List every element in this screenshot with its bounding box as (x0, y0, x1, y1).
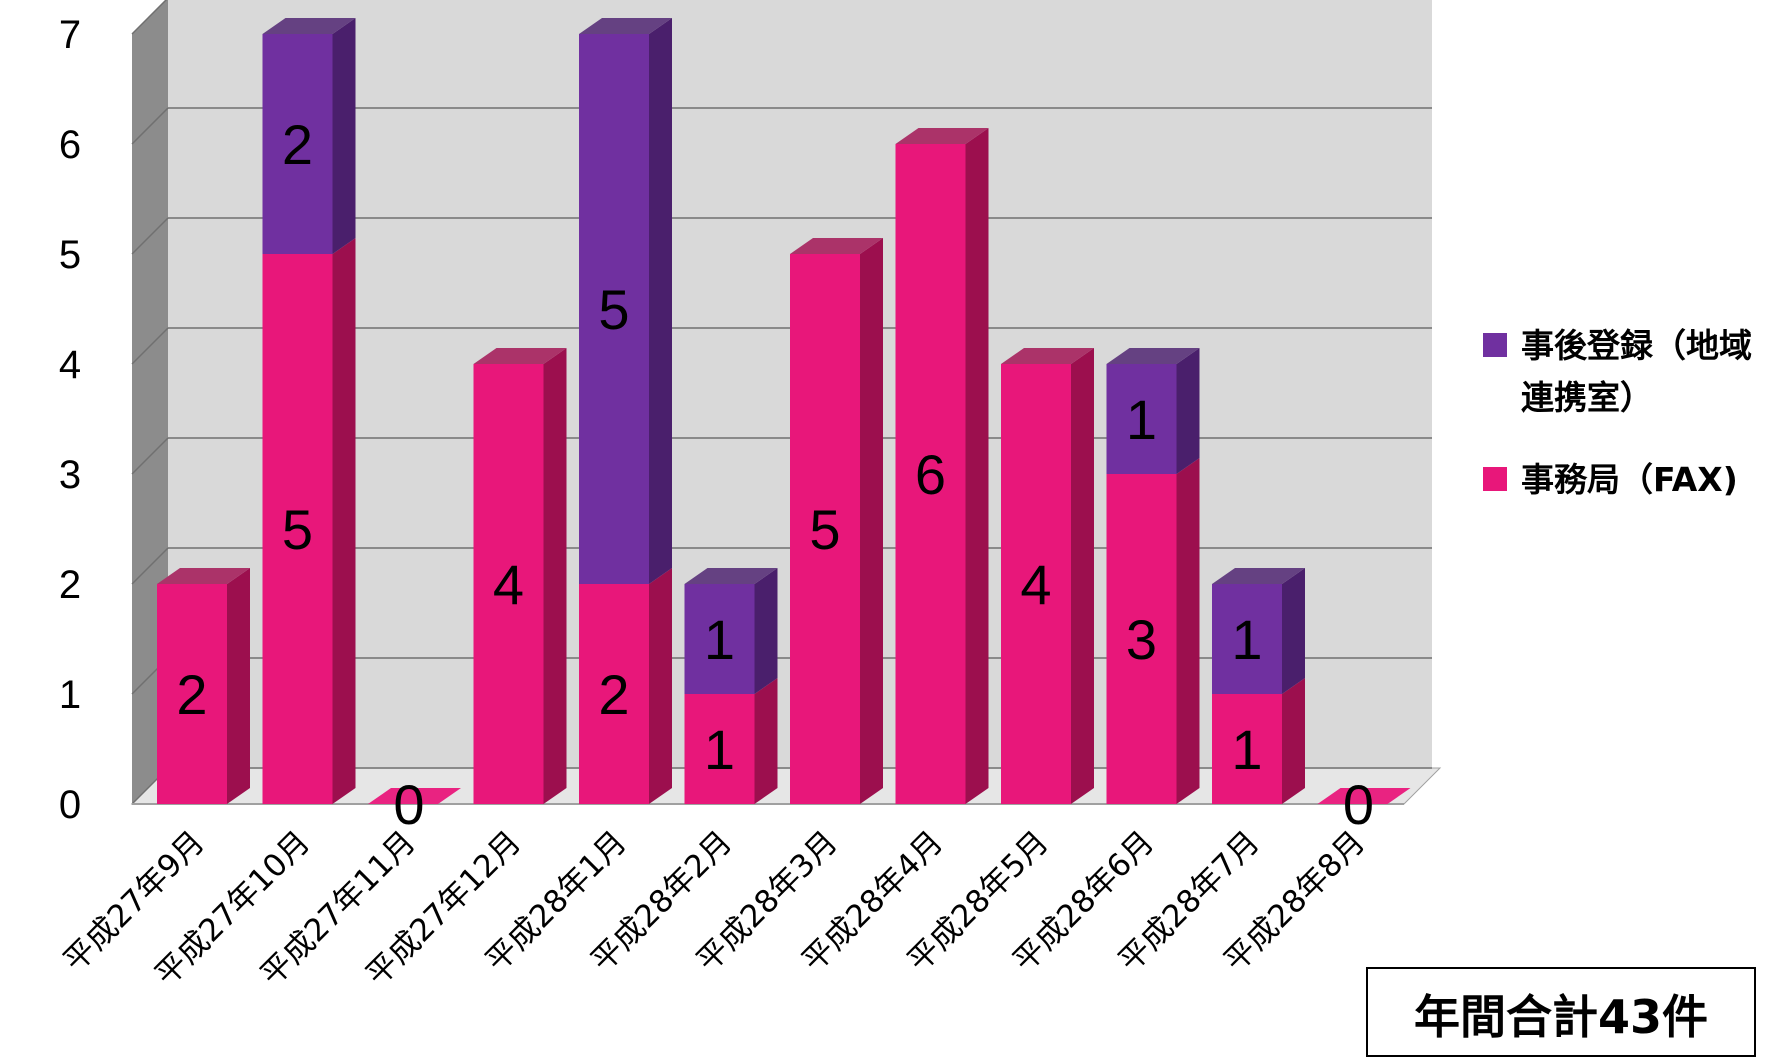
stacked-bar-chart: 012345672平成27年9月52平成27年10月0平成27年11月4平成27… (57, 0, 1442, 993)
bar-segment-front (157, 584, 227, 804)
bar-segment-side (332, 238, 356, 804)
bar-segment-front (579, 584, 649, 804)
bar-segment-front (684, 694, 755, 804)
gridline-side (131, 437, 169, 475)
gridline-side (131, 107, 169, 145)
bar-segment-side (860, 238, 883, 804)
bar-segment-side (754, 568, 778, 694)
bar-segment-front (1106, 364, 1177, 474)
bar-top-face (790, 238, 883, 254)
y-tick-label: 1 (59, 673, 81, 717)
legend-swatch-office-fax (1483, 467, 1507, 491)
bar-segment-front (473, 364, 544, 804)
bar-top-face (473, 348, 567, 364)
y-tick-label: 2 (59, 563, 81, 607)
bar-zero-slab (1317, 788, 1411, 804)
data-label: 0 (393, 773, 424, 836)
bar-segment-side (965, 128, 989, 804)
bar-segment-side (1282, 678, 1305, 804)
bar-top-face (1106, 348, 1200, 364)
annual-total-label: 年間合計43件 (1413, 990, 1708, 1044)
bar-top-face (684, 568, 778, 584)
bar-segment-side (543, 348, 567, 804)
data-label: 5 (809, 498, 840, 561)
bar-segment-side (332, 18, 356, 254)
data-label: 1 (704, 718, 735, 781)
data-label: 5 (282, 498, 313, 561)
data-label: 4 (493, 553, 524, 616)
data-label: 1 (1231, 718, 1262, 781)
gridline-side (131, 547, 169, 585)
bar-segment-side (649, 18, 672, 584)
legend-item-post-registration: 事後登録（地域連携室） (1483, 320, 1753, 424)
bar-segment-side (754, 678, 778, 804)
bar-segment-side (1071, 348, 1094, 804)
data-label: 1 (704, 608, 735, 671)
data-label: 0 (1343, 773, 1374, 836)
bar-segment-front (1212, 694, 1282, 804)
data-label: 3 (1126, 608, 1157, 671)
bar-segment-front (579, 34, 649, 584)
legend: 事後登録（地域連携室） 事務局（FAX) (1483, 320, 1753, 536)
bar-segment-side (1176, 458, 1200, 804)
gridline-side (131, 0, 168, 35)
legend-label-office-fax: 事務局（FAX) (1521, 460, 1738, 499)
bar-top-face (579, 18, 672, 34)
bar-top-face (157, 568, 250, 584)
y-tick-label: 4 (59, 343, 81, 387)
y-tick-label: 7 (59, 13, 81, 57)
annual-total-box: 年間合計43件 (1366, 967, 1756, 1057)
legend-label-post-registration: 事後登録（地域連携室） (1521, 326, 1752, 417)
bar-segment-front (684, 584, 755, 694)
bar-segment-front (262, 34, 333, 254)
bar-top-face (1001, 348, 1094, 364)
data-label: 2 (598, 663, 629, 726)
legend-swatch-post-registration (1483, 333, 1507, 357)
data-label: 5 (598, 278, 629, 341)
bar-segment-front (1001, 364, 1071, 804)
data-label: 1 (1126, 388, 1157, 451)
data-label: 1 (1231, 608, 1262, 671)
bar-segment-front (895, 144, 966, 804)
bar-segment-side (1282, 568, 1305, 694)
bar-zero-slab (368, 788, 461, 804)
y-tick-label: 5 (59, 233, 81, 277)
bar-top-face (1212, 568, 1305, 584)
bar-segment-front (262, 254, 333, 804)
bar-segment-front (1212, 584, 1282, 694)
bar-segment-front (1106, 474, 1177, 804)
y-tick-label: 3 (59, 453, 81, 497)
bar-top-face (262, 18, 356, 34)
data-label: 2 (282, 113, 313, 176)
y-tick-label: 0 (59, 783, 81, 827)
data-label: 6 (915, 443, 946, 506)
gridline-side (131, 327, 169, 365)
bar-segment-front (790, 254, 860, 804)
data-label: 4 (1020, 553, 1051, 616)
y-tick-label: 6 (59, 123, 81, 167)
gridline-side (131, 217, 169, 255)
bar-segment-side (227, 568, 250, 804)
bar-top-face (895, 128, 989, 144)
data-label: 2 (176, 663, 207, 726)
bar-segment-side (649, 568, 672, 804)
legend-item-office-fax: 事務局（FAX) (1483, 454, 1753, 506)
bar-segment-side (1176, 348, 1200, 474)
